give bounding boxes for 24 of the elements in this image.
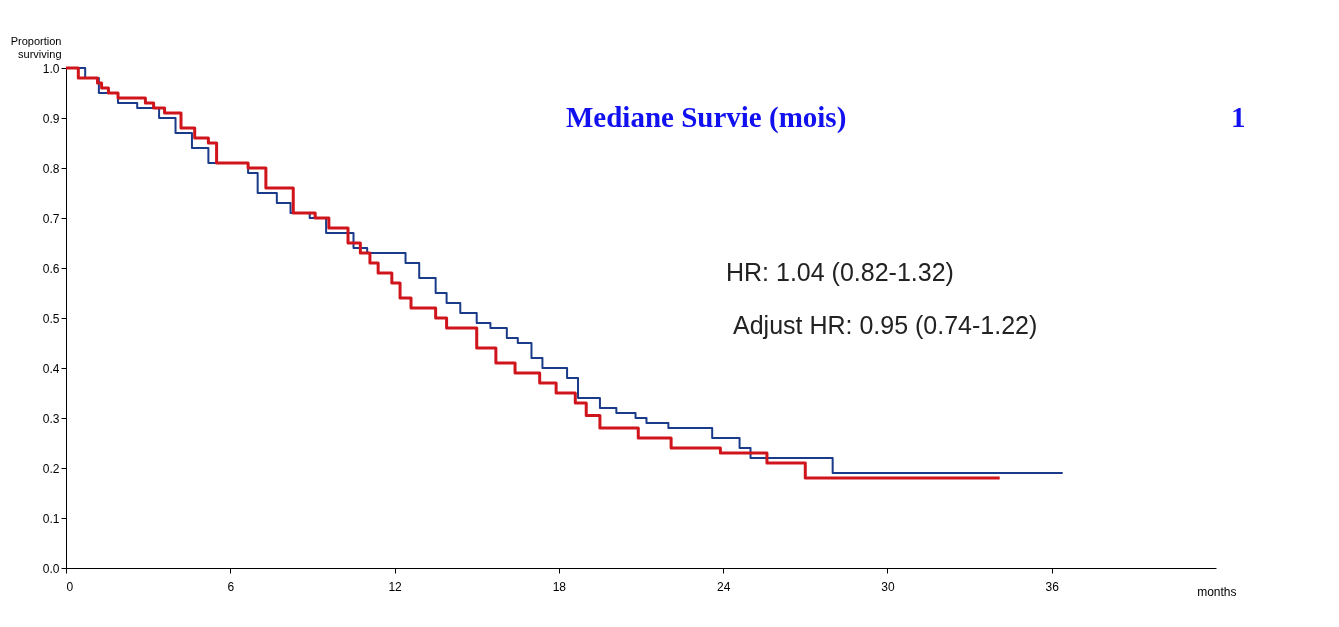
x-tick-label: 30 (881, 579, 895, 594)
y-tick-label: 1.0 (42, 61, 60, 76)
y-tick-label: 0.9 (42, 111, 60, 126)
annotation: Adjust HR: 0.95 (0.74-1.22) (733, 311, 1038, 339)
y-tick-label: 0.1 (42, 511, 60, 526)
y-axis-title: Proportion surviving (10, 34, 62, 60)
y-tick-label: 0.0 (42, 561, 60, 576)
x-axis-title: months (1197, 584, 1237, 599)
y-tick-label: 0.7 (42, 211, 60, 226)
y-tick-label: 0.2 (42, 461, 60, 476)
text: 1 (1231, 101, 1246, 133)
annotation: HR: 1.04 (0.82-1.32) (726, 258, 954, 286)
y-tick-label: 0.4 (42, 361, 60, 376)
x-tick-label: 0 (66, 579, 74, 594)
y-tick-label: 0.6 (42, 261, 60, 276)
x-tick-label: 36 (1045, 579, 1060, 594)
annotation: Mediane Survie (mois) (566, 101, 847, 134)
x-tick-label: 18 (552, 579, 567, 594)
y-tick-label: 0.8 (42, 161, 60, 176)
x-tick-label: 12 (388, 579, 403, 594)
y-tick-label: 0.3 (42, 411, 60, 426)
x-tick-label: 6 (227, 579, 235, 594)
x-tick-label: 24 (716, 579, 731, 594)
y-tick-label: 0.5 (42, 311, 60, 326)
